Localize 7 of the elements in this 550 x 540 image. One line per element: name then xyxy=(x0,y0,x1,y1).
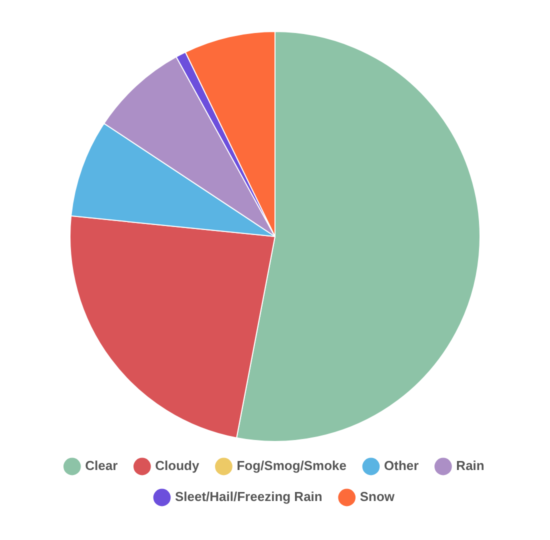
legend-label: Other xyxy=(384,458,419,474)
legend-label: Cloudy xyxy=(155,458,200,474)
legend-label: Clear xyxy=(85,458,118,474)
legend-label: Fog/Smog/Smoke xyxy=(236,458,347,474)
legend-label: Snow xyxy=(360,489,396,504)
legend-label: Sleet/Hail/Freezing Rain xyxy=(174,489,322,504)
legend-label: Rain xyxy=(456,458,484,474)
